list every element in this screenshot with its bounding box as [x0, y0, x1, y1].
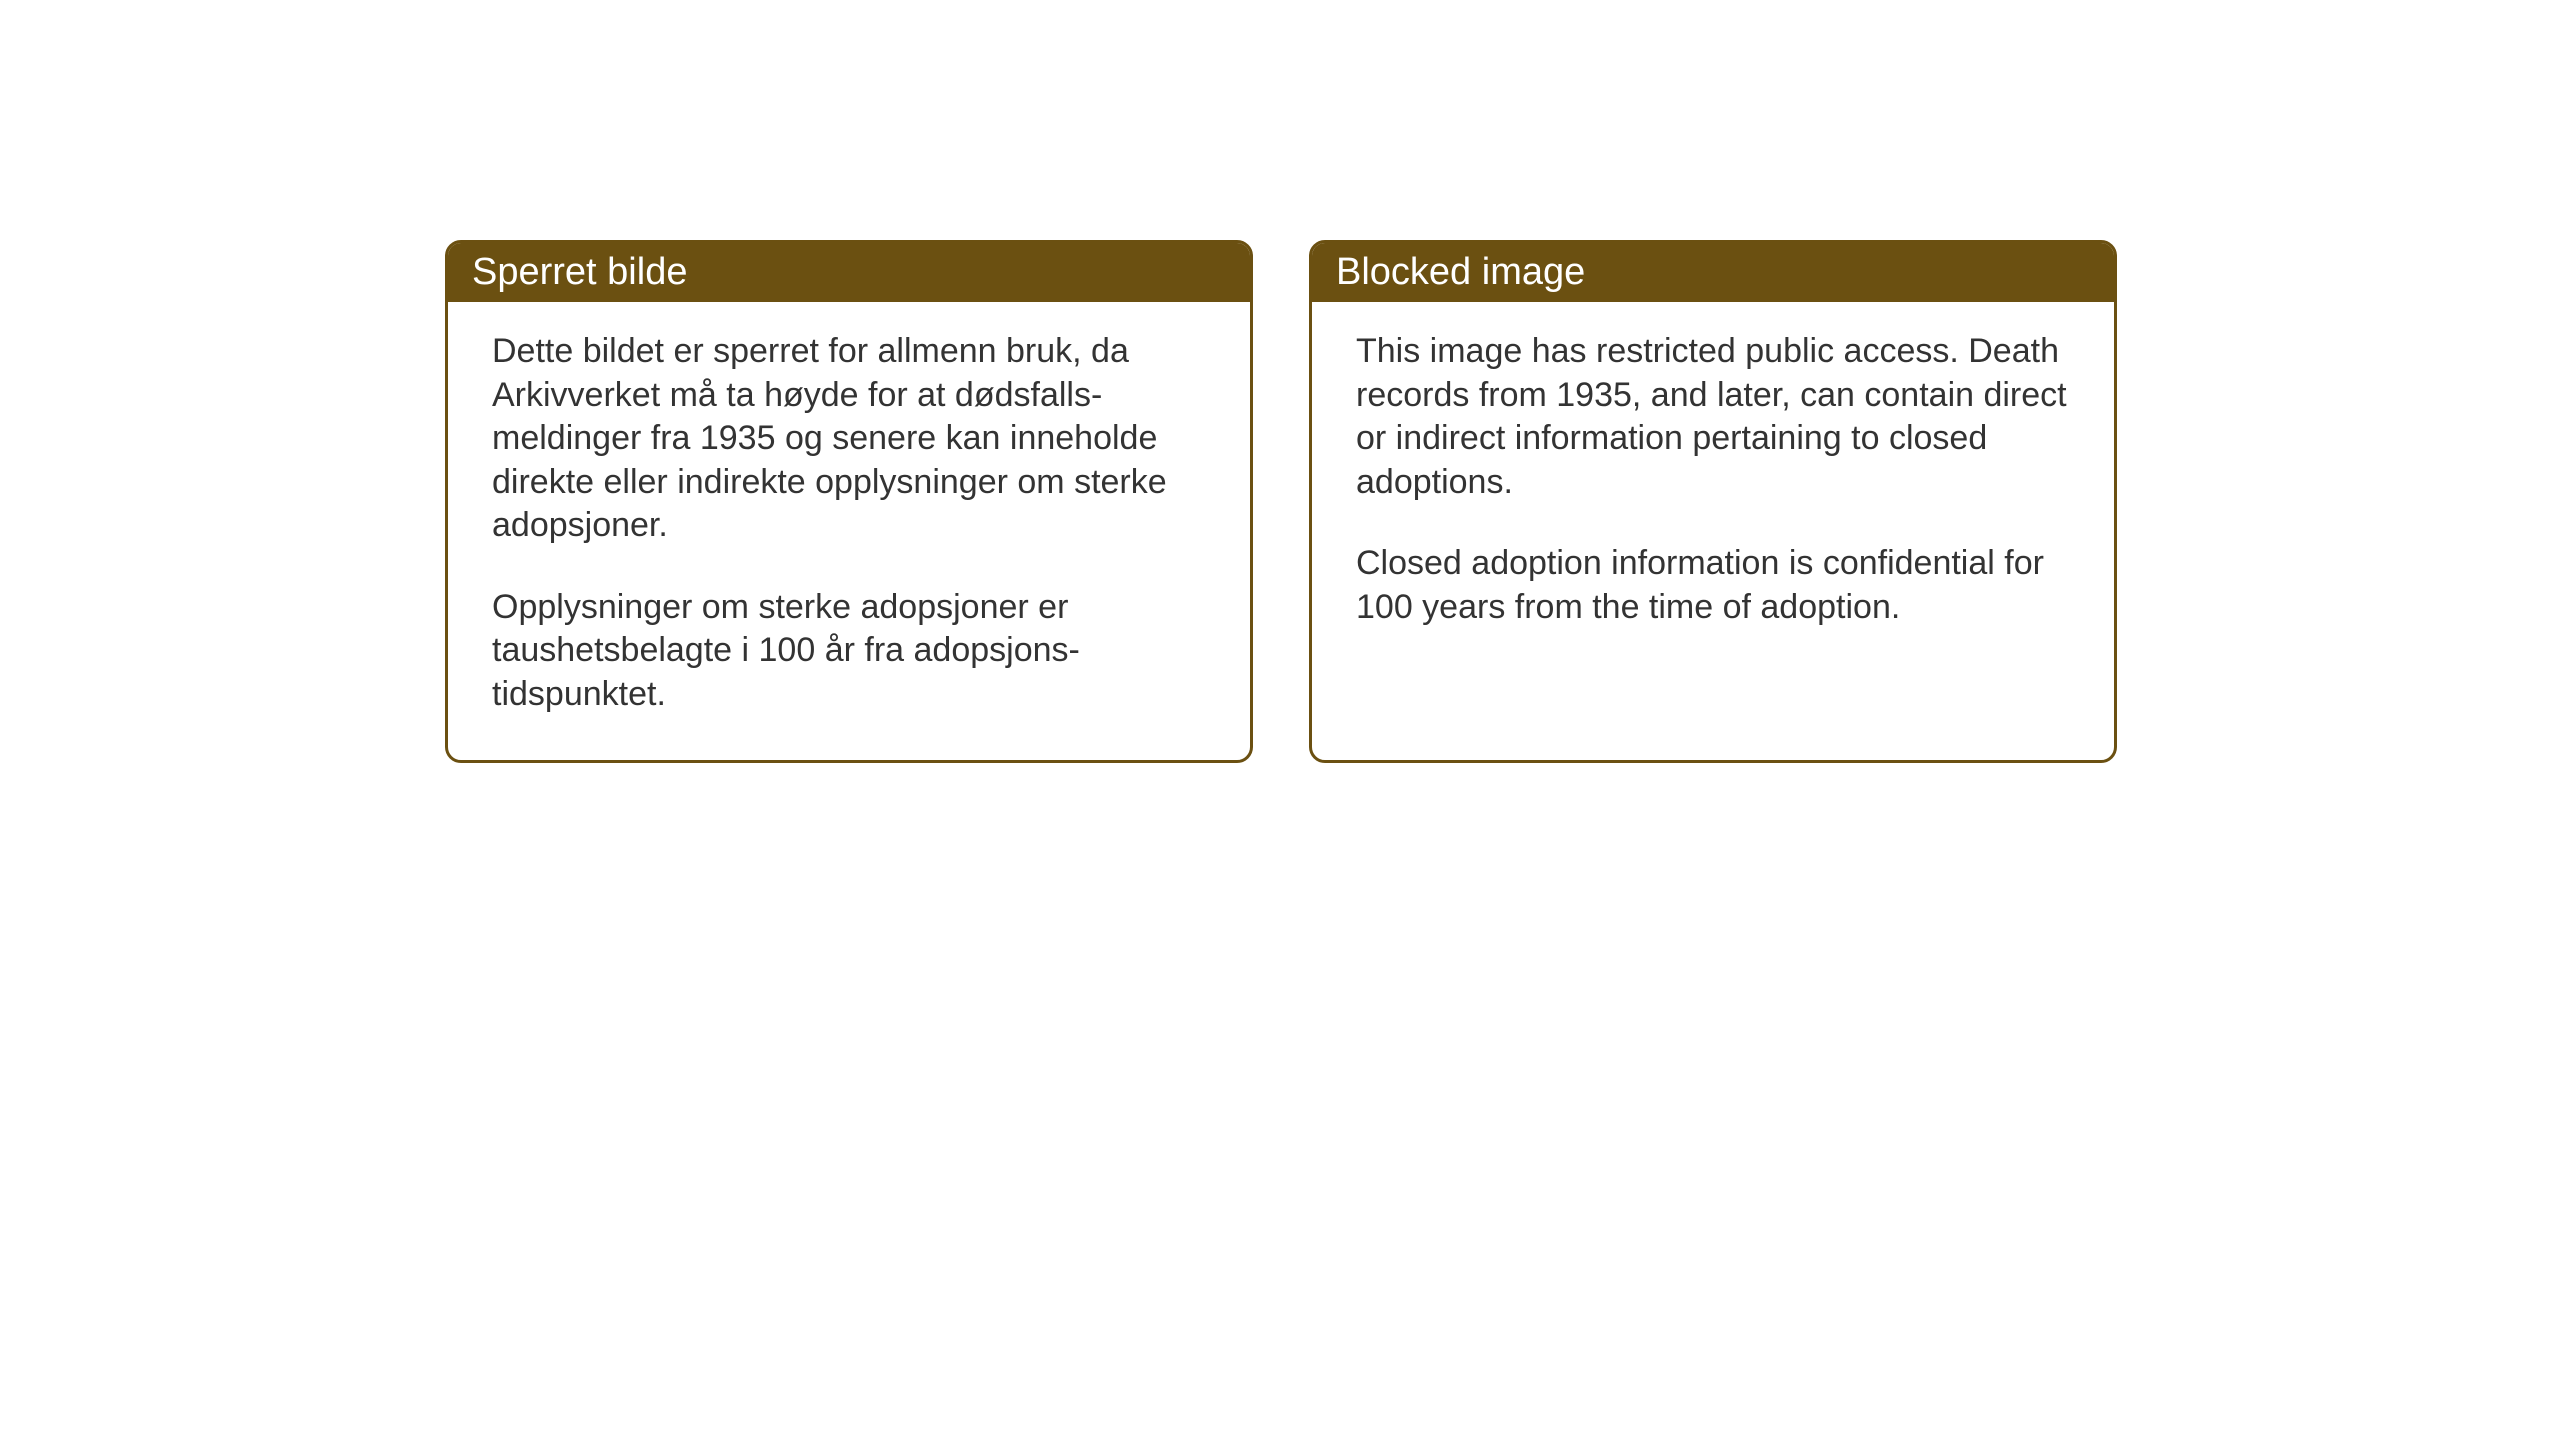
- notice-header-english: Blocked image: [1312, 243, 2114, 302]
- notice-paragraph-1-norwegian: Dette bildet er sperret for allmenn bruk…: [492, 330, 1206, 548]
- notice-container: Sperret bilde Dette bildet er sperret fo…: [445, 240, 2117, 763]
- notice-body-norwegian: Dette bildet er sperret for allmenn bruk…: [448, 302, 1250, 760]
- notice-paragraph-2-english: Closed adoption information is confident…: [1356, 542, 2070, 629]
- notice-paragraph-1-english: This image has restricted public access.…: [1356, 330, 2070, 504]
- notice-body-english: This image has restricted public access.…: [1312, 302, 2114, 752]
- notice-header-norwegian: Sperret bilde: [448, 243, 1250, 302]
- notice-box-norwegian: Sperret bilde Dette bildet er sperret fo…: [445, 240, 1253, 763]
- notice-paragraph-2-norwegian: Opplysninger om sterke adopsjoner er tau…: [492, 586, 1206, 717]
- notice-box-english: Blocked image This image has restricted …: [1309, 240, 2117, 763]
